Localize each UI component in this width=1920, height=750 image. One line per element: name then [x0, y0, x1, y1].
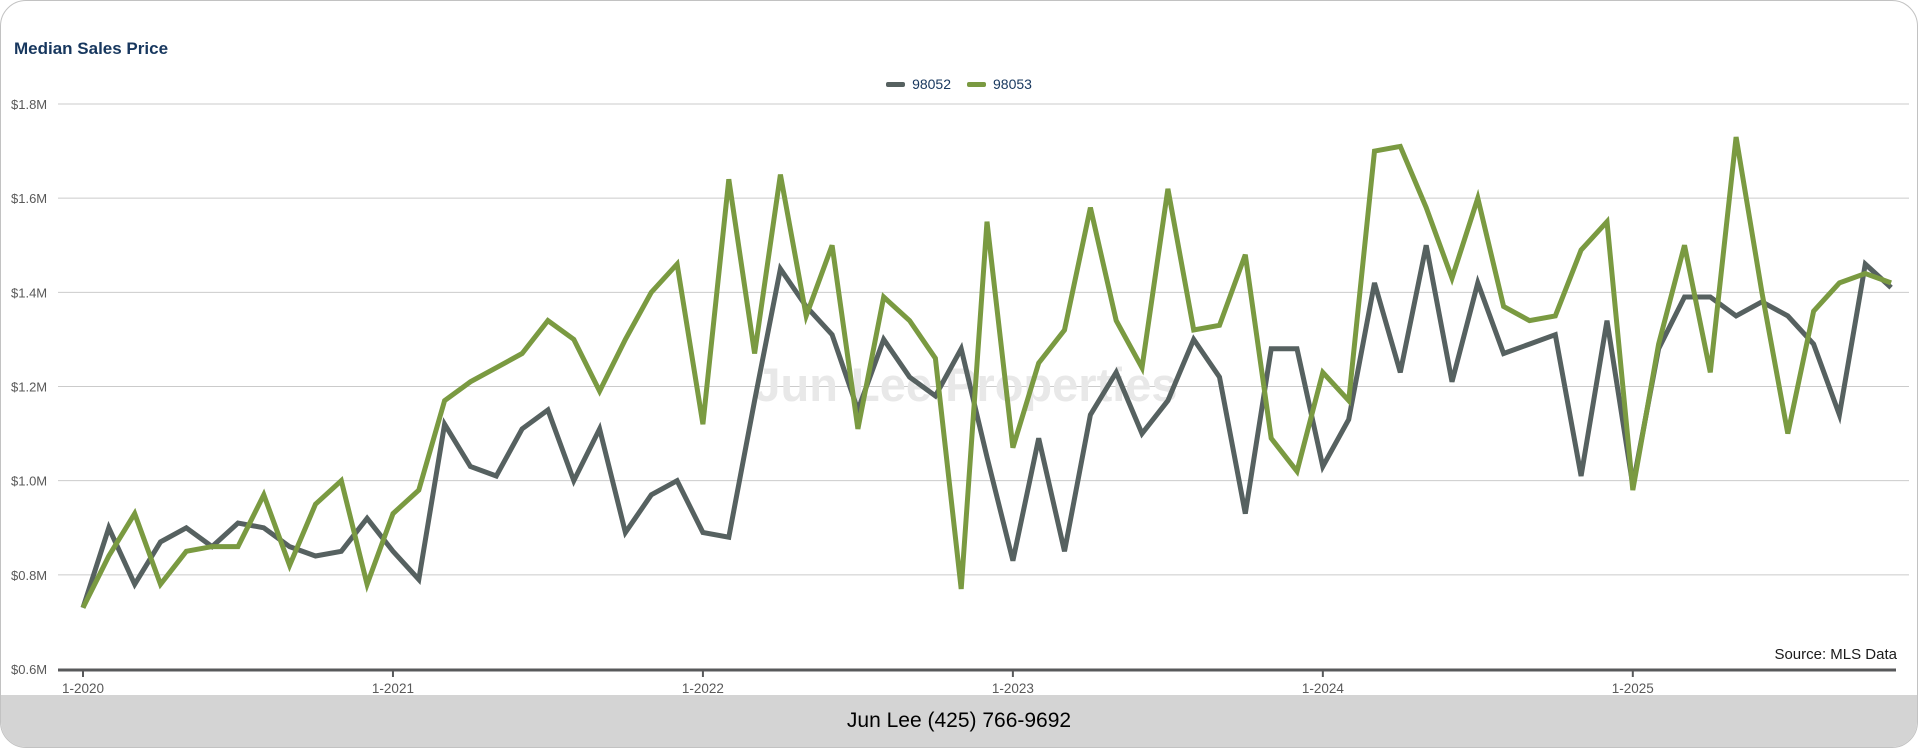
x-axis-label: 1-2024 [1302, 681, 1345, 696]
y-axis-label: $0.6M [11, 662, 47, 677]
y-axis-label: $1.8M [11, 97, 47, 112]
y-axis-label: $1.4M [11, 285, 47, 300]
legend-swatch-98052 [886, 81, 906, 87]
x-axis-label: 1-2022 [682, 681, 724, 696]
legend-item-98053: 98053 [967, 76, 1032, 92]
legend-label-98053: 98053 [993, 76, 1032, 92]
x-axis-label: 1-2021 [372, 681, 414, 696]
legend-swatch-98053 [967, 81, 986, 87]
y-axis-label: $1.0M [11, 474, 47, 489]
page-title: Median Sales Price [14, 39, 169, 58]
footer-bar: Jun Lee (425) 766-9692 [1, 695, 1917, 747]
legend-label-98052: 98052 [912, 76, 951, 92]
footer-contact-text: Jun Lee (425) 766-9692 [846, 709, 1072, 732]
source-note: Source: MLS Data [1774, 646, 1897, 663]
x-axis-label: 1-2023 [992, 681, 1034, 696]
y-axis-label: $0.8M [11, 568, 47, 583]
y-axis-label: $1.6M [11, 191, 47, 206]
y-axis-label: $1.2M [11, 380, 47, 395]
legend-item-98052: 98052 [886, 76, 951, 92]
x-axis-label: 1-2025 [1612, 681, 1654, 696]
chart-legend: 98052 98053 [1, 76, 1917, 92]
x-axis-label: 1-2020 [62, 681, 104, 696]
series-line-98053 [80, 136, 1892, 609]
series-line-98052 [80, 244, 1893, 609]
